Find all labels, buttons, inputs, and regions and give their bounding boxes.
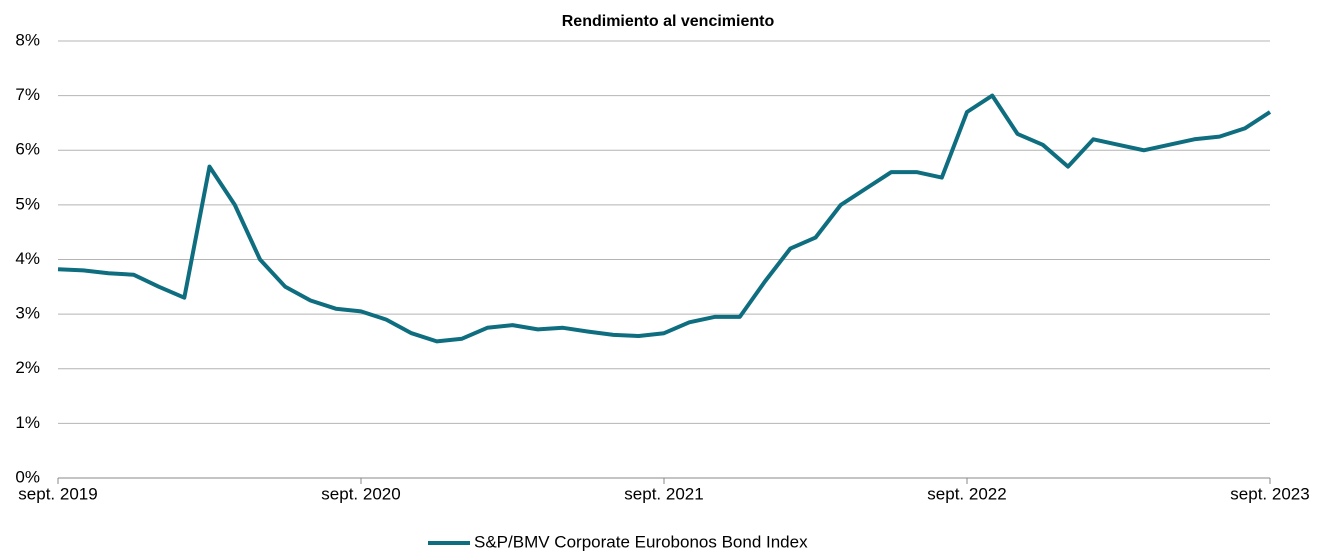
y-tick-label: 7%: [15, 85, 40, 104]
y-tick-label: 4%: [15, 249, 40, 268]
x-tick-label: sept. 2020: [321, 484, 400, 503]
y-tick-label: 0%: [15, 467, 40, 486]
x-tick-label: sept. 2021: [624, 484, 703, 503]
chart-title: Rendimiento al vencimiento: [562, 13, 775, 30]
series-line: [57, 93, 1272, 344]
x-tick-label: sept. 2022: [927, 484, 1006, 503]
y-tick-label: 8%: [15, 30, 40, 49]
x-tick-label: sept. 2023: [1230, 484, 1309, 503]
y-tick-label: 3%: [15, 304, 40, 323]
legend-label: S&P/BMV Corporate Eurobonos Bond Index: [474, 532, 808, 551]
y-tick-label: 1%: [15, 413, 40, 432]
y-tick-label: 5%: [15, 194, 40, 213]
x-tick-label: sept. 2019: [18, 484, 97, 503]
y-tick-label: 2%: [15, 358, 40, 377]
y-tick-label: 6%: [15, 140, 40, 159]
